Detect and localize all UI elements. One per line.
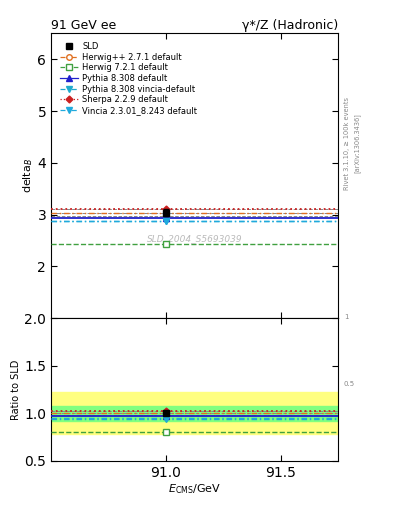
Legend: SLD, Herwig++ 2.7.1 default, Herwig 7.2.1 default, Pythia 8.308 default, Pythia : SLD, Herwig++ 2.7.1 default, Herwig 7.2.… <box>58 40 199 117</box>
Text: 91 GeV ee: 91 GeV ee <box>51 19 116 32</box>
Text: 0.5: 0.5 <box>344 381 355 387</box>
Text: [arXiv:1306.3436]: [arXiv:1306.3436] <box>354 114 360 173</box>
Y-axis label: Ratio to SLD: Ratio to SLD <box>11 359 22 420</box>
Bar <box>51 406 338 421</box>
Text: SLD_2004_S5693039: SLD_2004_S5693039 <box>147 234 242 243</box>
Text: γ*/Z (Hadronic): γ*/Z (Hadronic) <box>242 19 338 32</box>
Text: Rivet 3.1.10, ≥ 100k events: Rivet 3.1.10, ≥ 100k events <box>344 97 350 190</box>
Y-axis label: delta$_B$: delta$_B$ <box>21 158 35 194</box>
Text: 1: 1 <box>344 314 348 321</box>
X-axis label: $E_\mathrm{CMS}$/GeV: $E_\mathrm{CMS}$/GeV <box>168 482 221 496</box>
Bar <box>51 392 338 434</box>
